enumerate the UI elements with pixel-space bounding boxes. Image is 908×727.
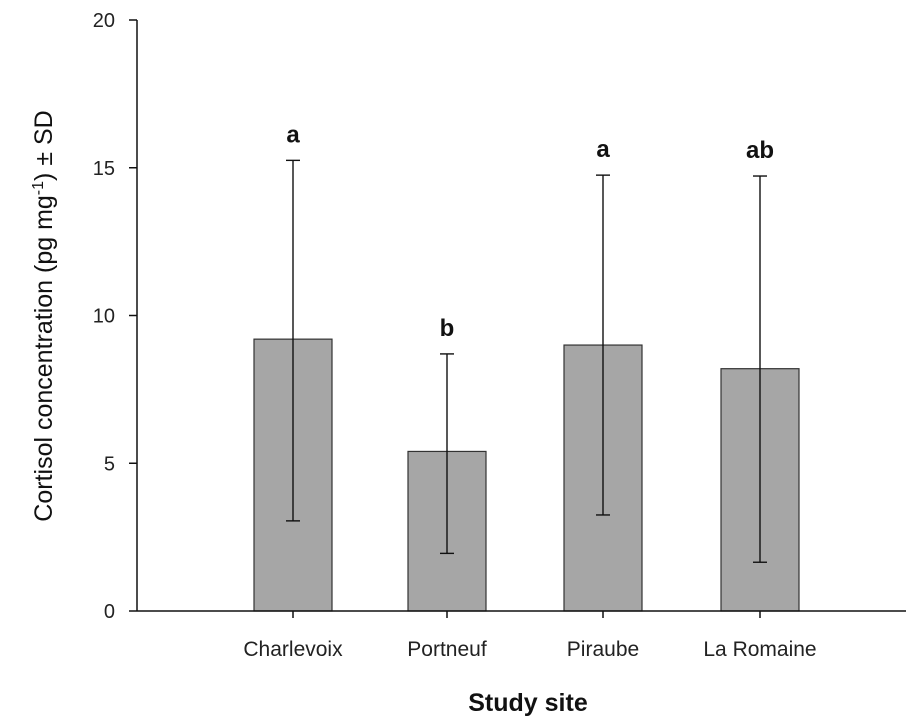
y-axis-title: Cortisol concentration (pg mg-1) ± SD: [30, 110, 58, 521]
y-axis-title-suffix: ) ± SD: [30, 110, 58, 181]
y-axis-ticks: 0 5 10 15 20: [93, 10, 137, 623]
y-axis-title-superscript: -1: [30, 181, 47, 195]
x-axis-title: Study site: [468, 689, 588, 717]
error-bar: [440, 353, 454, 555]
x-tick-label: Charlevoix: [243, 638, 343, 661]
y-tick-label: 5: [104, 453, 115, 475]
bars: [253, 338, 800, 612]
error-bars: [286, 159, 767, 563]
x-tick-label: Piraube: [567, 638, 639, 661]
y-tick-label: 0: [104, 601, 115, 623]
significance-letter: a: [286, 121, 300, 148]
y-tick-label: 20: [93, 10, 115, 32]
error-bar: [286, 159, 300, 522]
x-tick-label: La Romaine: [703, 638, 816, 661]
y-tick-label: 10: [93, 306, 115, 328]
significance-letter: ab: [746, 137, 774, 164]
error-bar: [596, 174, 610, 516]
significance-letter: a: [596, 136, 610, 163]
x-tick-label: Portneuf: [407, 638, 487, 661]
y-tick-label: 15: [93, 158, 115, 180]
significance-letters: aba ab: [286, 121, 774, 342]
error-bar: [753, 175, 767, 563]
x-axis-categories: Charlevoix Portneuf Piraube La Romaine: [243, 611, 817, 661]
significance-letter: b: [440, 315, 455, 342]
y-axis-title-main: Cortisol concentration (pg mg: [30, 195, 58, 522]
